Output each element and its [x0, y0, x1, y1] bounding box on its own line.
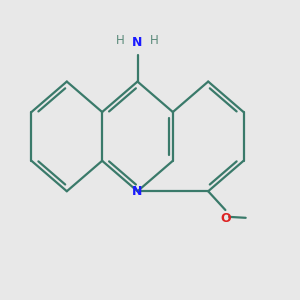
Text: N: N: [132, 185, 143, 198]
Text: N: N: [132, 36, 143, 49]
Text: H: H: [116, 34, 125, 46]
Text: H: H: [150, 34, 159, 46]
Text: O: O: [220, 212, 231, 225]
